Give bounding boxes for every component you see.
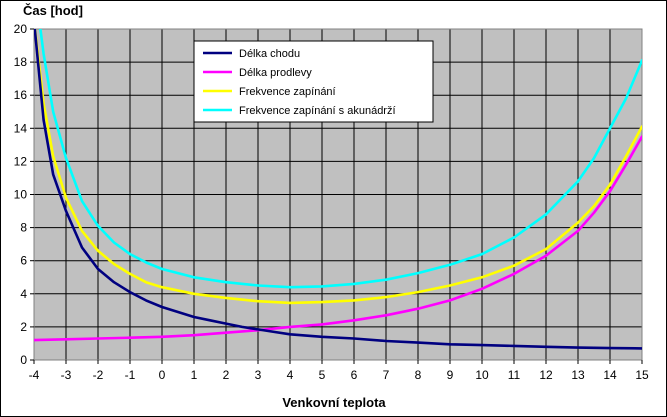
legend-label: Frekvence zapínání (239, 86, 336, 98)
x-tick-label: 2 (223, 368, 230, 382)
series-line-2 (34, 135, 642, 342)
x-tick-label: -2 (93, 368, 104, 382)
x-tick-label: 10 (475, 368, 489, 382)
y-tick-label: 10 (14, 188, 28, 202)
x-axis-title: Venkovní teplota (282, 395, 386, 410)
x-tick-label: -4 (29, 368, 40, 382)
series-line-4 (39, 29, 642, 289)
legend-box (193, 40, 434, 123)
x-tick-label: 14 (603, 368, 617, 382)
x-tick-label: 7 (383, 368, 390, 382)
x-tick-label: 15 (635, 368, 649, 382)
x-tick-label: 4 (287, 368, 294, 382)
y-tick-labels: 0 2 4 6 8 10 12 14 16 18 20 (14, 22, 34, 367)
x-tick-label: 6 (351, 368, 358, 382)
x-tick-label: 1 (191, 368, 198, 382)
y-tick-label: 0 (20, 353, 27, 367)
legend-label: Frekvence zapínání s akunádrží (239, 105, 396, 117)
y-tick-label: 6 (20, 254, 27, 268)
series-layer (34, 29, 642, 350)
y-tick-label: 18 (14, 55, 28, 69)
x-tick-label: 9 (447, 368, 454, 382)
x-tick-label: 5 (319, 368, 326, 382)
x-tick-label: 3 (255, 368, 262, 382)
legend-label: Délka chodu (239, 48, 300, 60)
series-line-1 (34, 29, 642, 350)
y-tick-label: 14 (14, 121, 28, 135)
x-tick-label: 11 (508, 368, 521, 382)
series-line-3 (34, 29, 642, 305)
x-tick-label: 0 (159, 368, 166, 382)
y-axis-title: Čas [hod] (23, 3, 83, 18)
x-tick-label: 8 (415, 368, 422, 382)
x-tick-label: 12 (539, 368, 553, 382)
x-tick-label: -3 (61, 368, 72, 382)
y-tick-label: 8 (20, 221, 27, 235)
legend: Délka chodu Délka prodlevy Frekvence zapín… (193, 40, 434, 123)
y-tick-label: 2 (20, 320, 27, 334)
y-tick-label: 20 (14, 22, 28, 36)
x-tick-label: -1 (125, 368, 136, 382)
x-tick-label: 13 (571, 368, 585, 382)
legend-label: Délka prodlevy (239, 67, 312, 79)
y-tick-label: 4 (20, 287, 27, 301)
x-tick-labels: -4 -3 -2 -1 0 1 2 3 4 5 6 7 8 9 10 11 12 13 14 15 (29, 360, 649, 382)
y-tick-label: 12 (14, 154, 28, 168)
y-tick-label: 16 (14, 88, 28, 102)
